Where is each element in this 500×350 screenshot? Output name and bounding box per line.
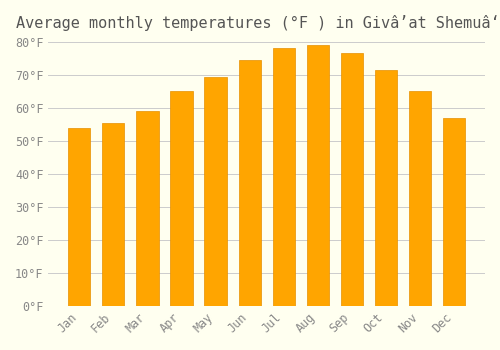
Bar [409, 91, 431, 306]
Bar [68, 128, 90, 306]
Bar [170, 91, 192, 306]
Bar [375, 70, 397, 306]
Title: Average monthly temperatures (°F ) in Givâʼat Shemuâʻel: Average monthly temperatures (°F ) in Gi… [16, 15, 500, 31]
Bar [341, 54, 363, 306]
Bar [102, 123, 124, 306]
Bar [238, 60, 260, 306]
Bar [204, 77, 227, 306]
Bar [136, 111, 158, 306]
Bar [306, 45, 329, 306]
Bar [272, 49, 295, 306]
Bar [443, 118, 465, 306]
